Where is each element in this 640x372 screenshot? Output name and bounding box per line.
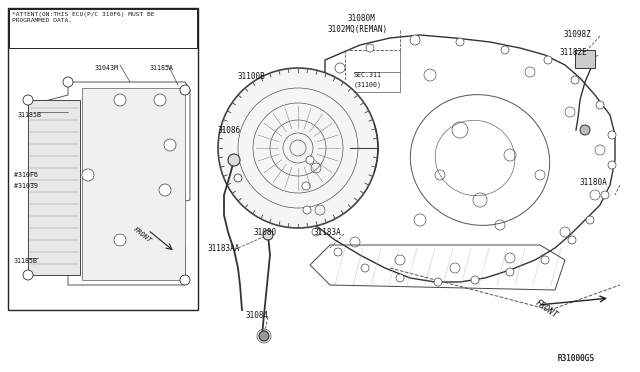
Bar [28,100,80,275]
Circle shape [608,131,616,139]
Circle shape [571,76,579,84]
Circle shape [541,256,549,264]
Circle shape [23,95,33,105]
Circle shape [580,125,590,135]
Circle shape [506,268,514,276]
Text: 31080M: 31080M [348,14,376,23]
Circle shape [306,156,314,164]
Circle shape [586,216,594,224]
Circle shape [259,331,269,341]
Text: 31185B: 31185B [18,112,42,118]
Text: SEC.311: SEC.311 [354,72,382,78]
Circle shape [114,94,126,106]
Text: 31086: 31086 [218,126,241,135]
Circle shape [180,275,190,285]
Bar [575,50,595,68]
Text: 31100B: 31100B [238,72,266,81]
Text: 31183A: 31183A [314,228,342,237]
Circle shape [544,56,552,64]
Circle shape [164,139,176,151]
Text: (31100): (31100) [354,82,382,89]
Circle shape [234,174,242,182]
Circle shape [596,101,604,109]
Circle shape [568,236,576,244]
Circle shape [608,161,616,169]
Bar [82,88,185,280]
Circle shape [114,234,126,246]
Circle shape [312,228,320,236]
Text: *ATTENT(ON:THIS ECU(P/C 310F6) MUST BE
PROGRAMMED DATA.: *ATTENT(ON:THIS ECU(P/C 310F6) MUST BE P… [12,12,154,23]
Bar [9,9,197,48]
Circle shape [303,206,311,214]
Text: 3102MQ(REMAN): 3102MQ(REMAN) [328,25,388,34]
Text: 31080: 31080 [254,228,277,237]
Text: 31185B: 31185B [14,258,38,264]
Bar [8,8,198,310]
Circle shape [366,44,374,52]
Circle shape [302,182,310,190]
Circle shape [63,77,73,87]
Text: 31098Z: 31098Z [563,30,591,39]
Circle shape [410,35,420,45]
Circle shape [396,274,404,282]
Circle shape [159,184,171,196]
Circle shape [361,264,369,272]
Circle shape [456,38,464,46]
Circle shape [434,278,442,286]
Text: 31185A: 31185A [150,65,174,71]
Circle shape [335,63,345,73]
Text: R31000GS: R31000GS [558,354,595,363]
Circle shape [228,154,240,166]
Text: 31183AA: 31183AA [208,244,241,253]
Circle shape [180,85,190,95]
Text: FRONT: FRONT [533,298,559,320]
Circle shape [82,169,94,181]
Text: R31000GS: R31000GS [558,354,595,363]
Circle shape [334,248,342,256]
Circle shape [471,276,479,284]
Circle shape [501,46,509,54]
Text: 31043M: 31043M [95,65,119,71]
Circle shape [23,270,33,280]
Text: #31039: #31039 [14,183,38,189]
Circle shape [263,230,273,240]
Circle shape [218,68,378,228]
Circle shape [154,94,166,106]
Text: 31182E: 31182E [560,48,588,57]
Circle shape [601,191,609,199]
Text: 31084: 31084 [246,311,269,320]
Text: 31180A: 31180A [580,178,608,187]
Text: FRONT: FRONT [132,226,152,244]
Text: #310F6: #310F6 [14,172,38,178]
